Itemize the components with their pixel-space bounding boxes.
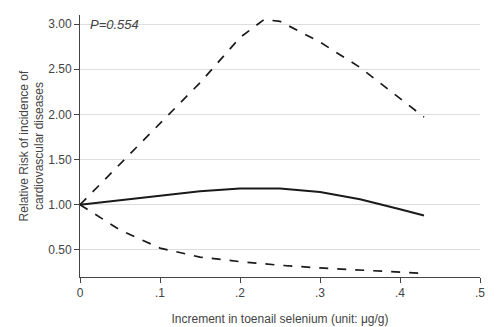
svg-text:.1: .1 [155,286,165,300]
svg-text:Relative Risk of incidence ofc: Relative Risk of incidence ofcardiovascu… [17,70,47,221]
svg-text:1.00: 1.00 [48,198,72,212]
svg-text:2.50: 2.50 [48,62,72,76]
svg-text:.2: .2 [235,286,245,300]
svg-text:1.50: 1.50 [48,153,72,167]
svg-text:3.00: 3.00 [48,17,72,31]
svg-text:0.50: 0.50 [48,243,72,257]
svg-text:Increment in toenail selenium: Increment in toenail selenium (unit: μg/… [171,312,388,326]
svg-text:0: 0 [77,286,84,300]
svg-text:P=0.554: P=0.554 [90,17,139,32]
svg-text:.5: .5 [475,286,485,300]
svg-text:.4: .4 [395,286,405,300]
svg-text:2.00: 2.00 [48,108,72,122]
svg-text:.3: .3 [315,286,325,300]
